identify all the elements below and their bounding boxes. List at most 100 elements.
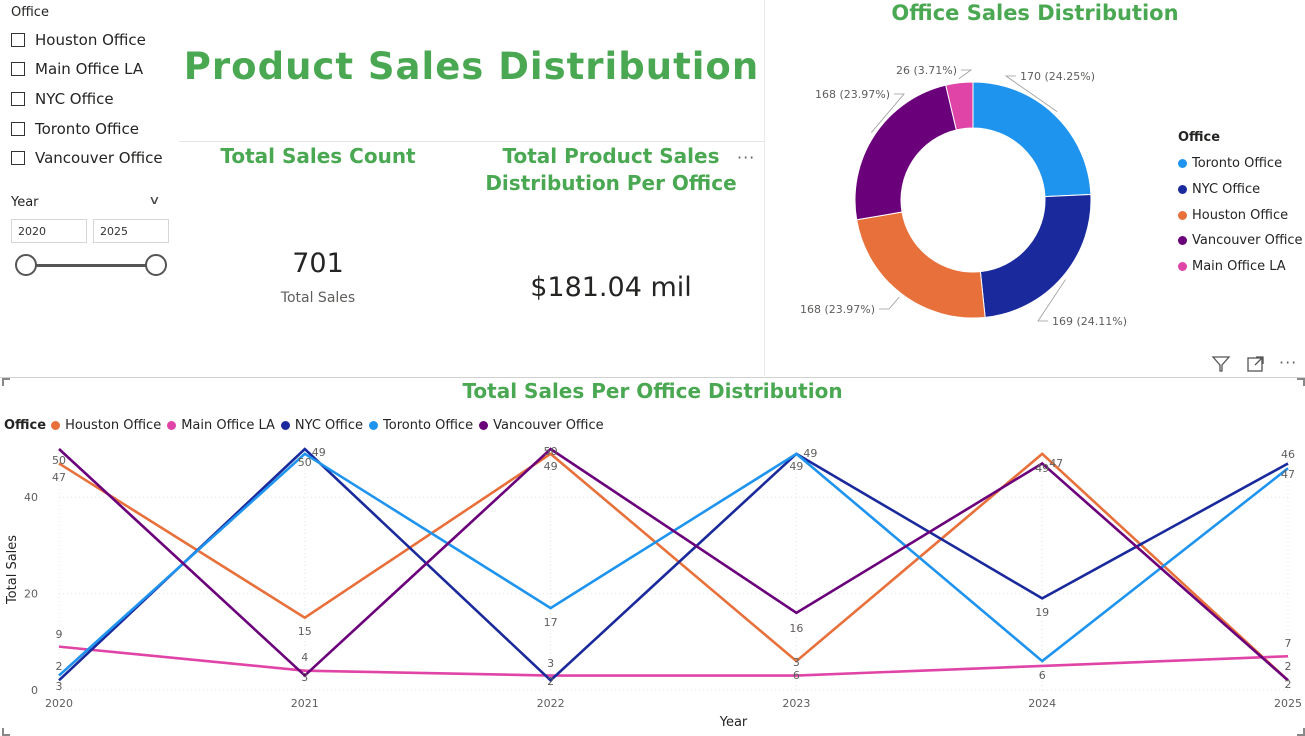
line-data-label: 49 [1035,462,1049,475]
line-legend-title: Office [4,418,47,433]
x-tick-label: 2022 [537,697,565,710]
line-data-label: 46 [1281,448,1295,461]
legend-dot-icon [1178,185,1187,195]
line-legend-label: Toronto Office [383,418,474,433]
donut-leader-line [1037,279,1066,322]
donut-legend-label: Vancouver Office [1192,233,1303,249]
donut-leader-line [958,69,973,80]
line-data-label: 9 [56,628,63,641]
office-option-nyc[interactable]: NYC Office [11,90,114,108]
line-data-label: 2 [547,675,554,688]
filter-icon[interactable] [1211,354,1231,374]
line-legend-label: Main Office LA [181,418,275,433]
line-data-label: 2 [56,660,63,673]
product-sales-title-line2: Distribution Per Office [485,171,737,195]
line-data-label: 49 [803,447,817,460]
line-data-label: 49 [312,446,326,459]
line-data-label: 6 [1039,669,1046,682]
line-legend-item-toronto-office[interactable]: Toronto Office [369,418,473,433]
office-option-label: Houston Office [35,31,146,49]
donut-legend-item-toronto-office[interactable]: Toronto Office [1178,151,1303,177]
resize-handle[interactable] [1297,378,1305,386]
checkbox-icon[interactable] [11,151,25,165]
year-slider-start-handle[interactable] [15,254,37,276]
donut-slice-nyc-office[interactable] [979,193,1092,318]
focus-mode-icon[interactable] [1246,354,1266,374]
total-sales-value: 701 [292,248,344,279]
legend-dot-icon [167,421,177,430]
legend-dot-icon [1178,236,1187,246]
donut-legend-label: Main Office LA [1192,259,1286,275]
year-from-input[interactable]: 2020 [11,219,87,243]
product-sales-card-title: Total Product Sales Distribution Per Off… [470,143,752,197]
donut-slice-vancouver-office[interactable] [854,84,957,221]
office-option-label: Vancouver Office [35,149,163,167]
line-data-label: 3 [793,656,800,669]
line-legend-item-main-office-la[interactable]: Main Office LA [167,418,275,433]
donut-slice-toronto-office[interactable] [972,81,1092,198]
resize-handle[interactable] [1297,728,1305,736]
line-data-label: 17 [544,616,558,629]
line-series-nyc-office[interactable] [58,447,1289,683]
donut-legend-item-main-office-la[interactable]: Main Office LA [1178,254,1303,280]
line-data-label: 7 [1285,637,1292,650]
line-chart-title: Total Sales Per Office Distribution [462,379,843,403]
y-axis-label: Total Sales [5,535,20,605]
line-data-label: 3 [301,671,308,684]
year-slider-track[interactable] [26,264,156,267]
line-legend: Office Houston Office Main Office LA NYC O… [4,418,610,433]
office-option-main-la[interactable]: Main Office LA [11,60,143,78]
line-legend-item-nyc-office[interactable]: NYC Office [280,418,364,433]
more-options-icon[interactable]: ··· [1279,353,1298,372]
line-data-label: 19 [1035,606,1049,619]
office-option-toronto[interactable]: Toronto Office [11,120,139,138]
donut-legend-item-nyc-office[interactable]: NYC Office [1178,177,1303,203]
donut-slice-main-office-la[interactable] [945,81,974,131]
line-data-label: 49 [789,460,803,473]
office-option-vancouver[interactable]: Vancouver Office [11,149,163,167]
line-data-label: 47 [1049,457,1063,470]
line-legend-label: NYC Office [294,418,364,433]
line-series-main-office-la[interactable] [58,645,1289,677]
donut-legend-item-houston-office[interactable]: Houston Office [1178,202,1303,228]
line-series-houston-office[interactable] [58,452,1289,682]
line-data-label: 50 [544,445,558,458]
donut-legend-label: Toronto Office [1192,156,1283,172]
legend-dot-icon [369,421,379,430]
y-tick-label: 20 [24,588,38,601]
office-option-label: Toronto Office [35,120,139,138]
line-data-label: 47 [1281,468,1295,481]
line-legend-item-houston-office[interactable]: Houston Office [51,418,161,433]
office-option-houston[interactable]: Houston Office [11,31,146,49]
donut-legend-label: Houston Office [1192,207,1289,223]
resize-handle[interactable] [2,378,10,386]
office-slicer-title: Office [11,5,49,20]
checkbox-icon[interactable] [11,92,25,106]
checkbox-icon[interactable] [11,33,25,47]
legend-dot-icon [1178,262,1187,272]
line-data-label: 2 [1285,678,1292,691]
x-tick-label: 2023 [782,697,810,710]
title-card: Product Sales Distribution [179,0,765,142]
line-legend-item-vancouver-office[interactable]: Vancouver Office [479,418,604,433]
donut-leader-line [870,93,905,133]
donut-data-label: 170 (24.25%) [1020,70,1095,83]
year-to-input[interactable]: 2025 [93,219,169,243]
line-data-label: 50 [52,454,66,467]
donut-slice-houston-office[interactable] [856,211,986,319]
product-sales-value: $181.04 mil [530,272,692,303]
donut-legend-item-vancouver-office[interactable]: Vancouver Office [1178,228,1303,254]
total-sales-card-title: Total Sales Count [220,144,416,168]
year-slider-end-handle[interactable] [145,254,167,276]
line-legend-label: Houston Office [65,418,162,433]
line-data-label: 47 [52,471,66,484]
x-tick-label: 2025 [1274,697,1302,710]
more-options-icon[interactable]: ··· [737,148,756,167]
divider [0,377,1305,378]
line-series-vancouver-office[interactable] [58,447,1289,682]
resize-handle[interactable] [2,728,10,736]
checkbox-icon[interactable] [11,62,25,76]
donut-legend-title: Office [1178,130,1221,145]
chevron-down-icon[interactable]: ∨ [148,193,161,207]
checkbox-icon[interactable] [11,122,25,136]
